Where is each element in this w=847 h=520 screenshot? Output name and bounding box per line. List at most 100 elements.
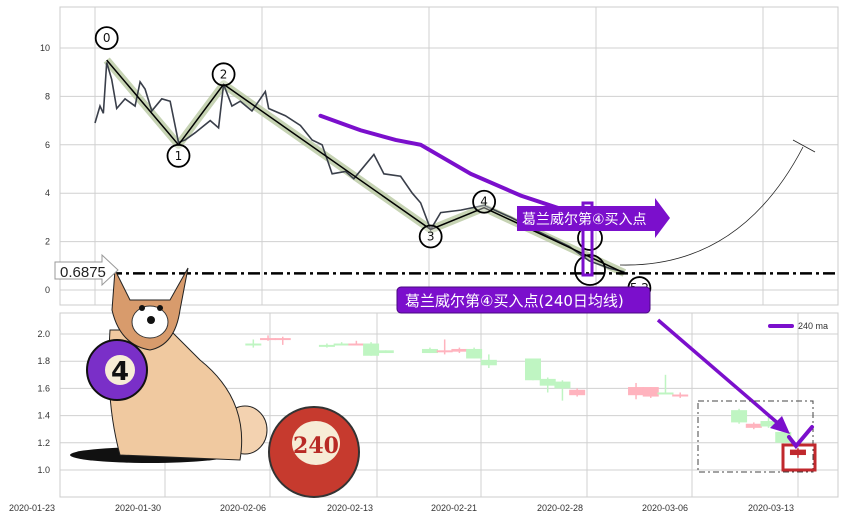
top-y-tick-label: 10 bbox=[40, 43, 50, 53]
candle-body bbox=[436, 350, 453, 353]
candle-body bbox=[745, 423, 762, 428]
candle-2020-02-10 bbox=[318, 343, 335, 348]
candle-body bbox=[421, 348, 438, 354]
arc-end-tick bbox=[792, 139, 816, 153]
candle-body bbox=[260, 338, 277, 341]
top-y-tick-label: 4 bbox=[45, 188, 50, 198]
bottom-x-tick-label: 2020-02-28 bbox=[537, 503, 583, 513]
wave-label: 4 bbox=[480, 195, 488, 209]
buy-point-box-label: 葛兰威尔第④买入点(240日均线) bbox=[405, 292, 624, 310]
candle-2020-02-18 bbox=[436, 339, 453, 355]
wave-circle bbox=[574, 254, 606, 286]
candle-2020-02-21 bbox=[480, 354, 497, 368]
candle-body bbox=[451, 348, 468, 352]
candle-body bbox=[642, 387, 659, 397]
candle-2020-02-19 bbox=[451, 347, 468, 354]
buy-point-arrow-label: 葛兰威尔第④买入点 bbox=[522, 211, 647, 228]
bottom-y-tick-label: 1.8 bbox=[37, 356, 50, 366]
bottom-x-tick-label: 2020-02-06 bbox=[220, 503, 266, 513]
wave-label: 0 bbox=[103, 31, 111, 45]
wave-label: 3 bbox=[427, 230, 435, 244]
top-y-tick-label: 2 bbox=[45, 237, 50, 247]
bottom-x-tick-label: 2020-02-13 bbox=[327, 503, 373, 513]
candle-body bbox=[628, 387, 645, 396]
candle-body bbox=[731, 410, 748, 423]
ball-4-label: 4 bbox=[111, 357, 129, 387]
candle-body bbox=[466, 348, 483, 359]
highlight-dashed-box bbox=[697, 400, 814, 473]
candle-2020-02-24 bbox=[525, 358, 541, 381]
candle-body bbox=[245, 343, 262, 346]
candle-2020-02-20 bbox=[466, 347, 483, 359]
candle-body bbox=[348, 343, 365, 346]
bottom-y-tick-label: 2.0 bbox=[37, 329, 50, 339]
hline-label-box bbox=[54, 253, 119, 287]
bottom-x-tick-label: 2020-02-21 bbox=[431, 503, 477, 513]
arc-curve bbox=[619, 146, 804, 266]
candle-body bbox=[775, 431, 792, 443]
bottom-x-tick-label: 2020-03-06 bbox=[642, 503, 688, 513]
bottom-y-tick-label: 1.6 bbox=[37, 383, 50, 393]
wave-circle bbox=[166, 143, 191, 168]
candle-2020-03-02 bbox=[628, 382, 645, 400]
shiba-illustration: 4 240 bbox=[70, 267, 360, 498]
wave-line bbox=[106, 59, 625, 274]
candle-body bbox=[657, 392, 674, 395]
candle-2020-03-09 bbox=[731, 408, 748, 424]
wave-circle bbox=[418, 224, 443, 249]
candle-body bbox=[274, 338, 291, 341]
bottom-x-tick-label: 2020-01-30 bbox=[115, 503, 161, 513]
bottom-x-tick-label: 2020-01-23 bbox=[9, 503, 55, 513]
wave-circle bbox=[94, 26, 119, 50]
price-line bbox=[94, 62, 625, 273]
candle-2020-03-05 bbox=[672, 392, 689, 398]
candle-body bbox=[789, 449, 806, 456]
candle-body bbox=[672, 394, 689, 397]
legend-label-240ma: 240 ma bbox=[798, 321, 828, 331]
bottom-x-tick-label: 2020-03-13 bbox=[748, 503, 794, 513]
candle-2020-03-10 bbox=[745, 422, 762, 430]
candle-2020-02-17 bbox=[421, 347, 438, 354]
wave-label: 1 bbox=[175, 149, 183, 163]
candle-2020-03-11 bbox=[760, 415, 777, 428]
check-mark-icon bbox=[787, 425, 814, 450]
candle-2020-02-14 bbox=[377, 350, 394, 354]
candle-body bbox=[363, 343, 380, 356]
wave-circle bbox=[211, 62, 236, 87]
pointer-arrow-line bbox=[656, 318, 782, 427]
candle-2020-03-03 bbox=[642, 387, 659, 398]
candle-2020-02-25 bbox=[539, 377, 556, 393]
candle-body bbox=[525, 358, 541, 381]
buy-point-box bbox=[396, 286, 651, 314]
bottom-y-tick-label: 1.4 bbox=[37, 411, 50, 421]
candle-2020-02-11 bbox=[333, 342, 350, 346]
candle-2020-03-04 bbox=[657, 374, 674, 395]
candle-body bbox=[760, 421, 777, 427]
candle-body bbox=[377, 350, 394, 354]
candle-2020-02-05 bbox=[245, 339, 262, 348]
top-y-tick-label: 8 bbox=[45, 91, 50, 101]
candle-2020-02-07 bbox=[274, 336, 291, 345]
candle-2020-02-27 bbox=[569, 388, 586, 397]
candle-2020-02-12 bbox=[348, 340, 365, 346]
top-y-tick-label: 6 bbox=[45, 140, 50, 150]
candles: 240 ma bbox=[245, 321, 828, 470]
candle-body bbox=[539, 378, 556, 386]
candle-body bbox=[554, 381, 571, 389]
candle-body bbox=[318, 344, 335, 347]
candle-2020-03-13 bbox=[789, 448, 806, 458]
bottom-y-tick-label: 1.2 bbox=[37, 438, 50, 448]
bottom-y-tick-label: 1.0 bbox=[37, 465, 50, 475]
candle-2020-02-06 bbox=[260, 335, 277, 341]
candle-2020-02-26 bbox=[554, 380, 571, 401]
candle-body bbox=[569, 389, 586, 396]
vertical-marker bbox=[581, 201, 594, 277]
candle-2020-02-13 bbox=[363, 342, 380, 356]
buy-point-arrow bbox=[517, 198, 670, 238]
ball-240-label: 240 bbox=[293, 433, 339, 459]
candle-body bbox=[480, 359, 497, 366]
hline-label: 0.6875 bbox=[60, 264, 106, 281]
dog-nose bbox=[147, 316, 155, 324]
